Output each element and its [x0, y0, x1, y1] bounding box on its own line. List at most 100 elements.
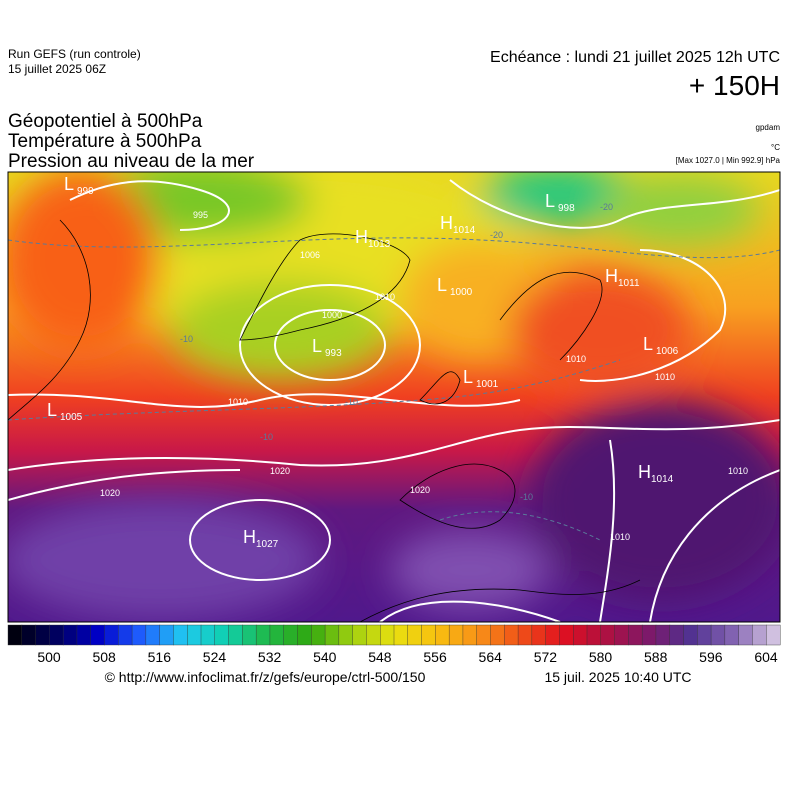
- temperature-label: -10: [520, 492, 533, 502]
- colorbar-swatch: [710, 624, 726, 646]
- colorbar-swatch: [131, 624, 147, 646]
- title: Géopotentiel à 500hPa: [8, 111, 203, 132]
- title: Température à 500hPa: [8, 131, 202, 152]
- colorbar-swatch: [462, 624, 478, 646]
- temperature-label: -10: [345, 397, 358, 407]
- title: Pression au niveau de la mer: [8, 151, 255, 172]
- colorbar-swatch: [159, 624, 174, 646]
- colorbar-swatch: [600, 624, 616, 646]
- footer-time: 15 juil. 2025 10:40 UTC: [544, 669, 691, 685]
- colorbar-swatch: [683, 624, 698, 646]
- colorbar-swatch: [145, 624, 161, 646]
- colorbar-swatch: [697, 624, 712, 646]
- center-value: 999: [77, 186, 94, 197]
- colorbar-tick-label: 556: [423, 649, 447, 665]
- echeance: Echéance : lundi 21 juillet 2025 12h UTC: [490, 49, 780, 66]
- temperature-label: -10: [260, 432, 273, 442]
- center-letter: H: [243, 527, 256, 547]
- center-value: 1013: [368, 239, 391, 250]
- colorbar-swatch: [90, 624, 106, 646]
- colorbar-swatch: [766, 624, 781, 646]
- colorbar-tick-label: 572: [534, 649, 558, 665]
- temperature-label: -20: [600, 202, 613, 212]
- center-letter: L: [64, 174, 74, 194]
- center-value: 1000: [450, 287, 473, 298]
- colorbar-swatch: [242, 624, 257, 646]
- isobar-label: 1010: [610, 532, 630, 542]
- center-letter: H: [605, 266, 618, 286]
- colorbar-swatch: [214, 624, 230, 646]
- colorbar-swatch: [173, 624, 188, 646]
- center-value: 1001: [476, 379, 499, 390]
- colorbar-swatch: [490, 624, 505, 646]
- colorbar-swatch: [187, 624, 202, 646]
- run: Run GEFS (run controle): [8, 47, 141, 61]
- center-letter: H: [638, 462, 651, 482]
- colorbar-swatch: [7, 624, 23, 646]
- colorbar-swatch: [531, 624, 547, 646]
- colorbar-swatch: [641, 624, 657, 646]
- colorbar-swatch: [269, 624, 285, 646]
- center-letter: H: [355, 227, 368, 247]
- isobar-label: 1010: [566, 354, 586, 364]
- colorbar-tick-label: 532: [258, 649, 282, 665]
- colorbar-swatch: [324, 624, 340, 646]
- unit: gpdam: [756, 123, 781, 132]
- colorbar-tick-label: 500: [37, 649, 61, 665]
- colorbar-swatch: [380, 624, 395, 646]
- colorbar-swatch: [476, 624, 492, 646]
- center-letter: H: [440, 213, 453, 233]
- colorbar-swatch: [614, 624, 629, 646]
- colorbar-swatch: [573, 624, 588, 646]
- colorbar-tick-label: 564: [479, 649, 503, 665]
- colorbar-swatch: [586, 624, 602, 646]
- center-letter: L: [643, 334, 653, 354]
- colorbar-swatch: [338, 624, 354, 646]
- offset: + 150H: [689, 70, 780, 101]
- isobar-label: 1000: [322, 310, 342, 320]
- colorbar-swatch: [421, 624, 436, 646]
- colorbar-tick-label: 604: [754, 649, 778, 665]
- colorbar-tick-label: 508: [92, 649, 116, 665]
- colorbar-swatch: [104, 624, 119, 646]
- isobar-label: 1020: [100, 488, 120, 498]
- isobar-label: 1010: [375, 292, 395, 302]
- colorbar-tick-label: 516: [148, 649, 172, 665]
- colorbar-swatch: [62, 624, 78, 646]
- colorbar-swatch: [738, 624, 753, 646]
- center-value: 1005: [60, 412, 83, 423]
- colorbar-swatch: [393, 624, 409, 646]
- colorbar-swatch: [76, 624, 92, 646]
- colorbar-tick-label: 596: [699, 649, 723, 665]
- center-value: 1014: [651, 474, 674, 485]
- colorbar-swatch: [21, 624, 37, 646]
- center-value: 1006: [656, 346, 679, 357]
- colorbar-swatch: [200, 624, 216, 646]
- colorbar-swatch: [448, 624, 464, 646]
- isobar-label: 995: [193, 210, 208, 220]
- footer-url: © http://www.infoclimat.fr/z/gefs/europe…: [105, 669, 426, 685]
- colorbar-swatch: [283, 624, 299, 646]
- center-letter: L: [47, 400, 57, 420]
- temperature-label: -10: [180, 334, 193, 344]
- center-letter: L: [437, 275, 447, 295]
- isobar-label: 1010: [228, 397, 248, 407]
- colorbar-swatch: [669, 624, 685, 646]
- colorbar-swatch: [118, 624, 133, 646]
- colorbar-swatch: [366, 624, 381, 646]
- colorbar-swatch: [255, 624, 271, 646]
- map: [8, 172, 780, 622]
- isobar-label: 1020: [270, 466, 290, 476]
- isobar-label: 1010: [655, 372, 675, 382]
- colorbar-swatch: [352, 624, 367, 646]
- colorbar-tick-label: 524: [203, 649, 227, 665]
- colorbar: 500 508 516 524 532 540 548 556 564 572 580 588 596 6…: [7, 624, 781, 665]
- colorbar-tick-label: 548: [368, 649, 392, 665]
- colorbar-swatch: [228, 624, 243, 646]
- center-letter: L: [312, 336, 322, 356]
- run-date: 15 juillet 2025 06Z: [8, 62, 106, 76]
- colorbar-swatch: [435, 624, 450, 646]
- colorbar-swatch: [35, 624, 50, 646]
